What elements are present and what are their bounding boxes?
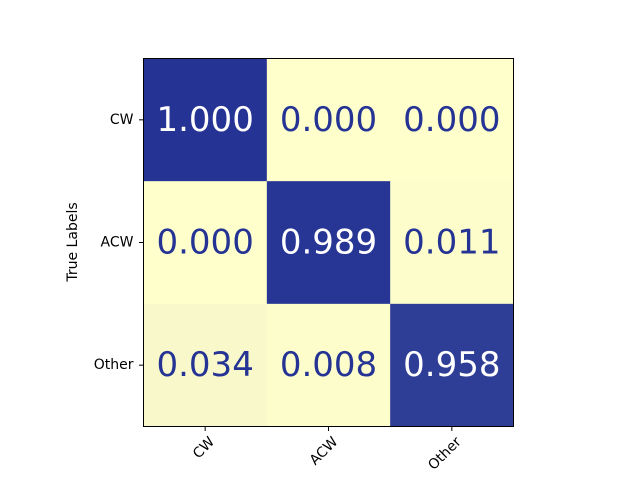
x-axis-ticks: CW ACW Other: [190, 426, 465, 474]
heatmap-cell: [266, 181, 391, 305]
x-tick-label: ACW: [307, 434, 342, 469]
heatmap-cell: [390, 58, 514, 182]
y-axis-ticks: CW ACW Other: [94, 112, 144, 373]
heatmap-cells: [143, 58, 514, 427]
y-axis-label: True Labels: [65, 202, 81, 282]
heatmap-cell-labels: 1.000 0.000 0.000 0.000 0.989 0.011 0.034 0.008…: [156, 100, 500, 385]
x-tick-label: Other: [425, 434, 465, 474]
heatmap-cell: [390, 181, 514, 305]
cell-value-label: 0.011: [403, 223, 500, 263]
y-tick-label: CW: [110, 112, 134, 128]
cell-value-label: 0.034: [156, 345, 253, 385]
cell-value-label: 0.958: [403, 345, 500, 385]
y-tick-label: ACW: [101, 235, 134, 251]
heatmap-cell: [266, 58, 391, 182]
cell-value-label: 0.008: [280, 345, 377, 385]
heatmap-cell: [143, 58, 268, 182]
heatmap-cell: [143, 181, 268, 305]
cell-value-label: 0.000: [280, 100, 377, 140]
cell-value-label: 0.989: [280, 223, 377, 263]
x-tick-label: CW: [190, 434, 218, 462]
cell-value-label: 1.000: [156, 100, 253, 140]
heatmap-cell: [266, 303, 391, 427]
cell-value-label: 0.000: [403, 100, 500, 140]
cell-value-label: 0.000: [156, 223, 253, 263]
heatmap-cell: [390, 303, 514, 427]
heatmap-cell: [143, 303, 268, 427]
y-tick-label: Other: [94, 357, 134, 373]
